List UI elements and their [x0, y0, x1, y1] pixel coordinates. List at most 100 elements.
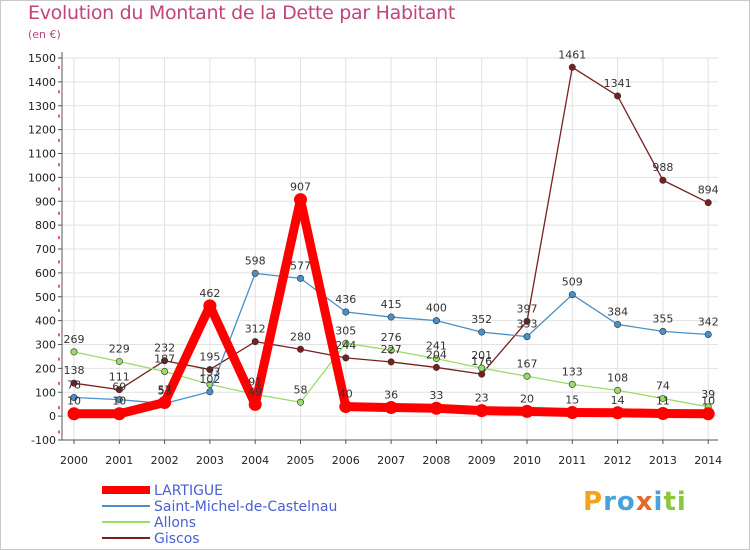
data-point: [342, 308, 350, 316]
series-lines: [67, 63, 715, 421]
data-point: [70, 394, 78, 402]
chart-subtitle: (en €): [28, 28, 61, 41]
data-label: 577: [290, 259, 311, 272]
data-label: 36: [384, 389, 398, 402]
data-point: [659, 394, 667, 402]
data-point: [614, 320, 622, 328]
data-point: [659, 327, 667, 335]
data-label: 111: [109, 371, 130, 384]
data-label: 195: [199, 351, 220, 364]
y-tick-label: 1300: [28, 100, 56, 113]
data-label: 10: [67, 395, 81, 408]
x-tick-label: 2009: [468, 454, 496, 467]
y-tick-label: 100: [35, 386, 56, 399]
axis-marker: [58, 284, 60, 288]
legend: LARTIGUESaint-Michel-de-CastelnauAllonsG…: [102, 483, 337, 547]
data-point: [704, 330, 712, 338]
data-label: 241: [426, 340, 447, 353]
data-label: 49: [248, 385, 262, 398]
data-point: [161, 357, 169, 365]
x-tick-label: 2007: [377, 454, 405, 467]
axis-marker: [58, 163, 60, 167]
axis-marker: [58, 138, 60, 142]
chart-title: Evolution du Montant de la Dette par Hab…: [28, 2, 456, 24]
data-point: [523, 333, 531, 341]
data-point: [296, 274, 304, 282]
data-label: 1461: [558, 48, 586, 61]
data-label: 187: [154, 352, 175, 365]
axis-marker: [58, 90, 60, 94]
data-point: [611, 406, 625, 420]
legend-entry: Allons: [154, 515, 196, 531]
data-label: 229: [109, 342, 130, 355]
proxiti-logo: Proxiti: [583, 487, 687, 517]
x-tick-label: 2012: [604, 454, 632, 467]
data-label: 397: [517, 302, 538, 315]
y-tick-label: 800: [35, 219, 56, 232]
data-label: 509: [562, 276, 583, 289]
data-point: [70, 348, 78, 356]
x-tick-label: 2013: [649, 454, 677, 467]
data-point: [158, 396, 172, 410]
y-tick-label: 1000: [28, 171, 56, 184]
data-point: [296, 398, 304, 406]
data-label: 69: [112, 381, 126, 394]
data-label: 108: [607, 371, 628, 384]
data-label: 988: [652, 161, 673, 174]
data-label: 10: [112, 395, 126, 408]
axis-marker: [58, 211, 60, 215]
legend-entry: Giscos: [154, 531, 200, 547]
data-point: [568, 63, 576, 71]
data-label: 14: [611, 394, 625, 407]
data-point: [115, 386, 123, 394]
y-tick-label: 200: [35, 362, 56, 375]
data-label: 276: [381, 331, 402, 344]
data-point: [432, 363, 440, 371]
y-tick-label: 1500: [28, 52, 56, 65]
data-label: 907: [290, 181, 311, 194]
data-point: [478, 328, 486, 336]
x-tick-label: 2010: [513, 454, 541, 467]
axes: -100 0 100 200 300 400 500 600 700 800 900 1000 1100…: [28, 52, 722, 467]
data-label: 400: [426, 302, 447, 315]
y-tick-label: 1400: [28, 76, 56, 89]
data-point: [520, 404, 534, 418]
axis-marker: [58, 260, 60, 264]
axis-marker: [58, 406, 60, 410]
x-tick-label: 2000: [60, 454, 88, 467]
x-tick-label: 2006: [332, 454, 360, 467]
data-point: [659, 176, 667, 184]
data-point: [565, 406, 579, 420]
data-point: [432, 317, 440, 325]
data-point: [251, 338, 259, 346]
data-point: [523, 317, 531, 325]
data-label: 91: [248, 375, 262, 388]
data-point: [387, 346, 395, 354]
data-point: [568, 380, 576, 388]
data-label: 384: [607, 305, 628, 318]
data-point: [478, 370, 486, 378]
data-label: 58: [294, 383, 308, 396]
axis-marker: [58, 430, 60, 434]
data-point: [248, 397, 262, 411]
data-point: [568, 291, 576, 299]
data-point: [342, 354, 350, 362]
data-label: 436: [335, 293, 356, 306]
grid: [62, 57, 718, 441]
data-point: [387, 313, 395, 321]
data-label: 40: [339, 388, 353, 401]
data-point: [614, 386, 622, 394]
data-point: [115, 357, 123, 365]
data-label: 462: [199, 287, 220, 300]
legend-entry: Saint-Michel-de-Castelnau: [154, 499, 337, 515]
axis-marker: [58, 66, 60, 69]
data-label: 894: [698, 184, 719, 197]
y-tick-label: 400: [35, 315, 56, 328]
data-point: [387, 358, 395, 366]
data-label: 204: [426, 348, 447, 361]
data-label: 53: [158, 384, 172, 397]
x-tick-label: 2005: [287, 454, 315, 467]
data-label: 15: [565, 394, 579, 407]
data-label: 167: [517, 357, 538, 370]
